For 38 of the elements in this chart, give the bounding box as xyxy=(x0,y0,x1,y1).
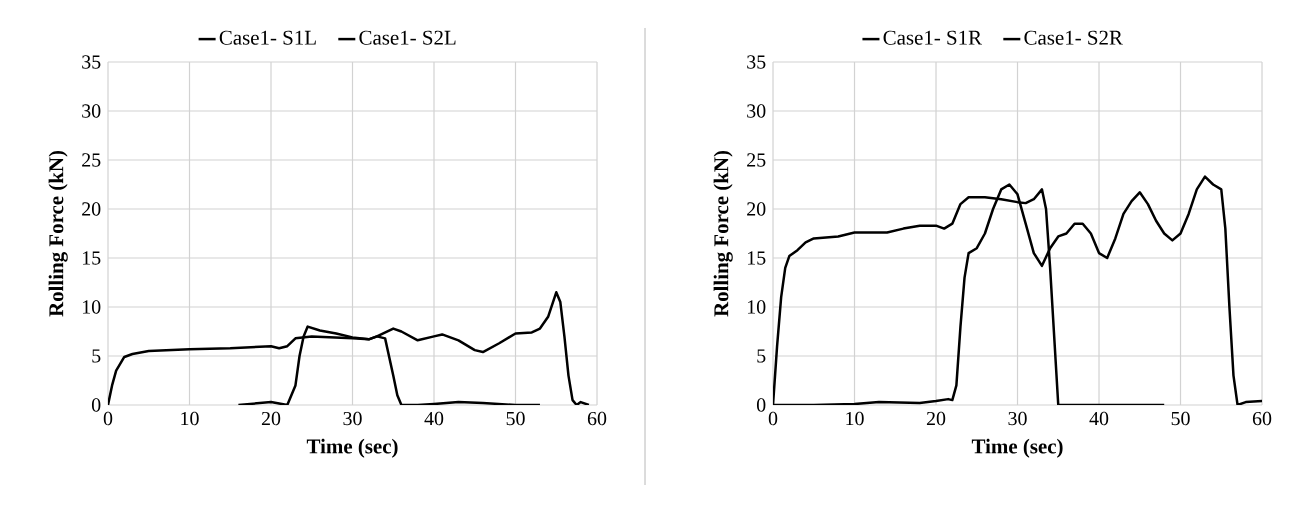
x-tick-label: 50 xyxy=(506,411,525,426)
legend-label: Case1- S1R xyxy=(883,30,983,45)
x-tick-label: 60 xyxy=(587,411,607,426)
y-tick-label: 20 xyxy=(82,202,101,216)
x-tick-label: 30 xyxy=(1008,411,1027,426)
legend-label: Case1- S2R xyxy=(1024,30,1123,45)
y-tick-label: 20 xyxy=(747,202,766,216)
x-tick-label: 10 xyxy=(846,411,864,426)
y-tick-label: 30 xyxy=(747,104,766,118)
x-tick-label: 10 xyxy=(181,411,199,426)
x-axis-title: Time (sec) xyxy=(306,438,398,458)
x-tick-label: 0 xyxy=(768,411,778,426)
y-tick-label: 5 xyxy=(757,349,766,363)
x-tick-label: 20 xyxy=(926,411,946,426)
y-tick-label: 30 xyxy=(82,104,101,118)
y-tick-label: 10 xyxy=(82,300,101,314)
y-tick-label: 15 xyxy=(82,251,101,265)
y-tick-label: 35 xyxy=(747,55,766,69)
x-tick-label: 40 xyxy=(424,411,444,426)
x-tick-label: 60 xyxy=(1252,411,1272,426)
y-tick-label: 15 xyxy=(747,251,766,265)
y-tick-label: 25 xyxy=(82,153,101,167)
legend-label: Case1- S1L xyxy=(219,30,316,45)
x-tick-label: 0 xyxy=(103,411,113,426)
y-tick-label: 35 xyxy=(82,55,101,69)
x-axis-title: Time (sec) xyxy=(971,438,1063,458)
x-tick-label: 30 xyxy=(343,411,362,426)
y-axis-title: Rolling Force (kN) xyxy=(48,150,68,317)
x-tick-label: 50 xyxy=(1171,411,1190,426)
y-tick-label: 10 xyxy=(747,300,766,314)
legend-label: Case1- S2L xyxy=(359,30,456,45)
x-tick-label: 40 xyxy=(1089,411,1109,426)
y-tick-label: 5 xyxy=(92,349,101,363)
y-tick-label: 0 xyxy=(756,398,766,412)
y-tick-label: 25 xyxy=(747,153,766,167)
y-tick-label: 0 xyxy=(91,398,101,412)
y-axis-title: Rolling Force (kN) xyxy=(713,150,733,317)
x-tick-label: 20 xyxy=(261,411,281,426)
